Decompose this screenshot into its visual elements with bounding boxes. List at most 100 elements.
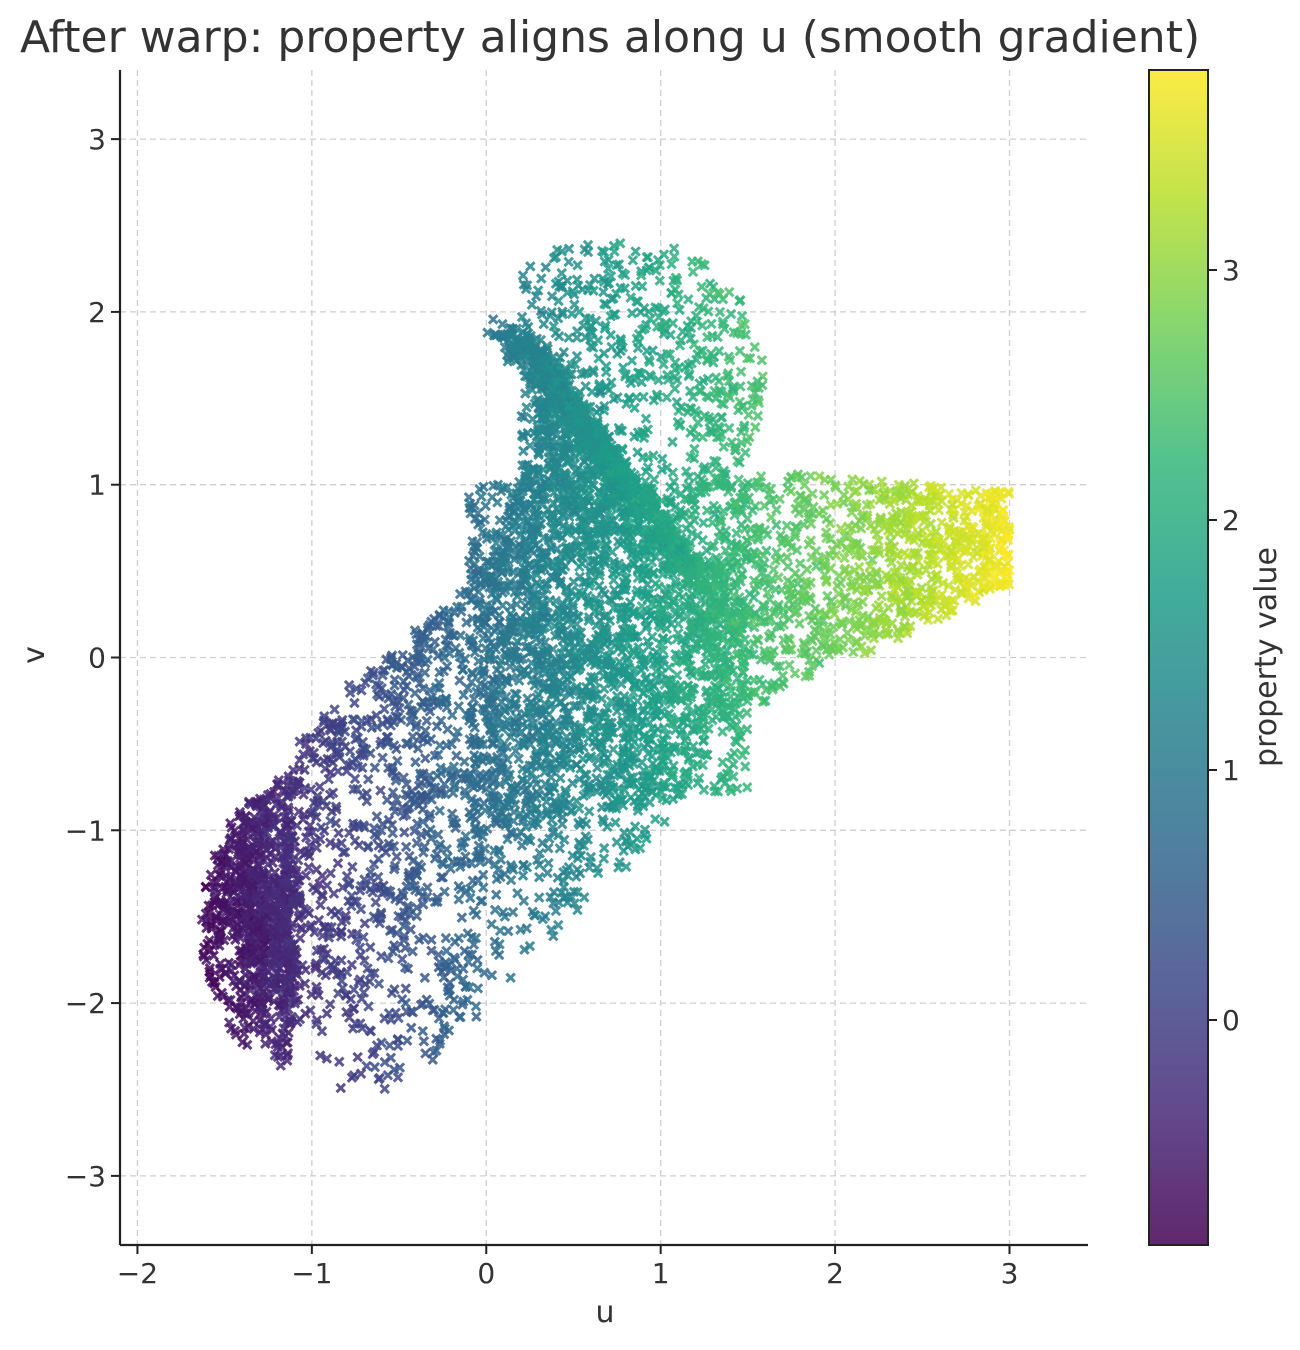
scatter-point [478, 882, 489, 893]
scatter-point [295, 922, 307, 933]
scatter-point [348, 984, 360, 995]
scatter-point [542, 867, 553, 879]
scatter-point [586, 386, 598, 398]
scatter-point [578, 892, 590, 903]
scatter-point [324, 837, 336, 849]
scatter-point [592, 334, 604, 346]
scatter-point [513, 753, 525, 765]
scatter-point [669, 383, 681, 394]
scatter-point [446, 738, 457, 750]
scatter-point [418, 847, 429, 858]
scatter-point [420, 753, 431, 764]
scatter-point [361, 1060, 372, 1072]
chart-title: After warp: property aligns along u (smo… [20, 12, 1201, 63]
scatter-point [657, 453, 668, 465]
scatter-point [497, 318, 508, 330]
scatter-point [435, 715, 447, 727]
scatter-point [540, 262, 551, 273]
scatter-point [536, 273, 547, 284]
scatter-point [313, 914, 325, 926]
scatter-point [503, 925, 514, 937]
scatter-point [425, 824, 436, 836]
scatter-point [598, 683, 610, 695]
scatter-point [332, 858, 344, 869]
scatter-point [486, 970, 498, 981]
scatter-point [430, 682, 442, 693]
scatter-point [750, 422, 761, 433]
scatter-point [479, 967, 490, 979]
scatter-point [363, 1001, 374, 1012]
scatter-point [543, 857, 554, 869]
scatter-point [548, 930, 559, 942]
scatter-point [571, 795, 582, 807]
scatter-point [419, 972, 431, 984]
scatter-point [315, 725, 327, 737]
scatter-point [704, 278, 716, 289]
scatter-point [379, 1013, 390, 1024]
scatter-point [489, 859, 500, 870]
scatter-point [563, 256, 574, 268]
scatter-point [369, 1061, 381, 1073]
scatter-point [375, 785, 386, 796]
scatter-point [452, 726, 463, 737]
scatter-point [571, 325, 583, 337]
scatter-point [640, 476, 651, 487]
scatter-point [641, 345, 653, 357]
scatter-point [486, 919, 497, 930]
scatter-point [377, 752, 388, 764]
scatter-point [569, 299, 580, 310]
scatter-point [710, 372, 722, 383]
scatter-point [334, 1056, 345, 1068]
scatter-point [476, 895, 488, 907]
scatter-point [631, 392, 642, 403]
scatter-point [457, 664, 468, 676]
scatter-point [598, 286, 609, 298]
scatter-point [205, 869, 217, 881]
scatter-point [471, 1011, 482, 1022]
scatter-point [566, 308, 578, 320]
scatter-point [294, 736, 305, 747]
scatter-point [554, 843, 566, 854]
scatter-point [583, 806, 595, 817]
scatter-point [468, 939, 480, 950]
scatter-point [629, 402, 640, 414]
scatter-point [321, 880, 333, 891]
scatter-point [600, 360, 612, 372]
scatter-point [362, 773, 374, 785]
scatter-point [315, 899, 326, 911]
scatter-point [608, 574, 619, 586]
scatter-point [667, 317, 679, 329]
scatter-point [618, 845, 629, 857]
scatter-point [417, 1025, 429, 1037]
scatter-point [739, 761, 751, 772]
scatter-point [489, 936, 501, 948]
scatter-point [401, 1035, 413, 1046]
scatter-point [593, 353, 604, 364]
scatter-point [605, 329, 616, 341]
scatter-point [631, 744, 642, 755]
scatter-point [329, 909, 341, 920]
scatter-point [405, 1022, 417, 1034]
scatter-point [311, 864, 322, 875]
scatter-point [539, 910, 551, 922]
scatter-point [364, 942, 376, 953]
scatter-point [550, 905, 562, 917]
scatter-point [332, 766, 344, 777]
scatter-point [238, 1028, 250, 1040]
scatter-point [421, 715, 432, 727]
scatter-point [533, 872, 545, 883]
scatter-point [456, 912, 468, 923]
scatter-point [384, 1040, 396, 1051]
scatter-point [347, 861, 358, 873]
scatter-point [521, 402, 532, 413]
scatter-point [489, 904, 501, 916]
scatter-point [517, 870, 529, 881]
scatter-point [546, 924, 557, 935]
scatter-point [458, 963, 469, 974]
scatter-point [697, 431, 708, 443]
scatter-point [661, 392, 673, 403]
scatter-point [483, 855, 494, 867]
scatter-point [346, 959, 358, 971]
